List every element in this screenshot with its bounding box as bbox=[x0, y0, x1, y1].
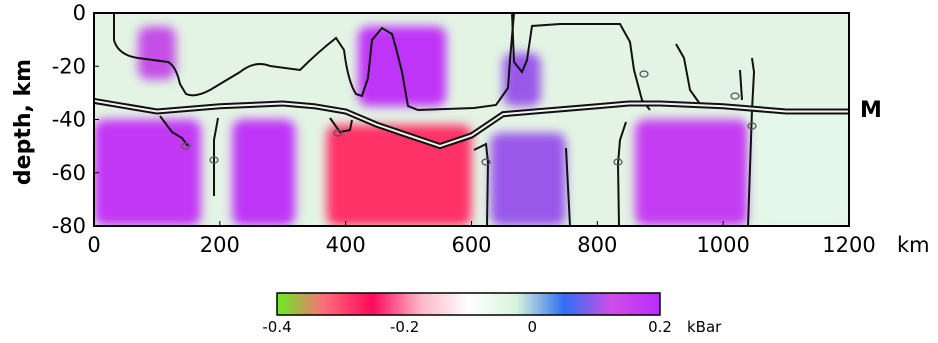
x-axis-ticks: 0 200 400 600 800 1000 1200 bbox=[87, 221, 876, 257]
heatmap-region-9 bbox=[754, 106, 849, 226]
upper-contour bbox=[113, 13, 515, 112]
moho-line-inner bbox=[94, 99, 849, 148]
heatmap-field bbox=[94, 13, 849, 226]
heatmap-region-7 bbox=[490, 132, 566, 226]
x-tick-label: 200 bbox=[200, 233, 240, 257]
heatmap-region-4 bbox=[94, 119, 201, 226]
moho-label: M bbox=[860, 98, 882, 123]
colorbar-tick-label: 0 bbox=[528, 318, 538, 336]
upper-contour-right bbox=[511, 13, 651, 111]
x-tick-label: 600 bbox=[451, 233, 491, 257]
x-tick-label: 800 bbox=[577, 233, 617, 257]
heatmap-region-6 bbox=[326, 124, 472, 226]
colorbar-unit: kBar bbox=[687, 318, 722, 336]
y-axis-ticks: 0 -20 -40 -60 -80 bbox=[52, 1, 99, 238]
y-axis-title: depth, km bbox=[11, 59, 36, 185]
x-tick-label: 1000 bbox=[696, 233, 749, 257]
x-tick-label: 400 bbox=[326, 233, 366, 257]
marker-5 bbox=[209, 156, 219, 164]
y-tick-label: -20 bbox=[52, 54, 86, 78]
x-tick-label: 0 bbox=[87, 233, 100, 257]
marker-8 bbox=[747, 122, 757, 130]
heatmap-regions bbox=[94, 26, 849, 226]
colorbar-tick-label: 0.2 bbox=[648, 318, 672, 336]
colorbar-tick-label: -0.2 bbox=[390, 318, 419, 336]
y-tick-label: -80 bbox=[52, 214, 86, 238]
colorbar bbox=[276, 292, 661, 316]
colorbar-ticks: -0.4 -0.2 0 0.2 bbox=[262, 318, 672, 336]
heatmap-region-3 bbox=[502, 52, 541, 107]
heatmap-region-8 bbox=[635, 119, 749, 226]
heatmap-region-1 bbox=[138, 26, 176, 80]
lower-contour bbox=[159, 43, 756, 226]
marker-4 bbox=[333, 129, 343, 137]
marker-2 bbox=[730, 92, 740, 100]
colorbar-tick-label: -0.4 bbox=[262, 318, 291, 336]
y-tick-label: 0 bbox=[73, 1, 86, 25]
marker-7 bbox=[613, 158, 623, 166]
heatmap-region-2 bbox=[358, 26, 447, 107]
heatmap-region-5 bbox=[232, 119, 296, 226]
x-unit-label: km bbox=[897, 233, 930, 257]
y-tick-label: -60 bbox=[52, 161, 86, 185]
marker-3 bbox=[181, 142, 191, 150]
x-tick-label: 1200 bbox=[822, 233, 875, 257]
y-tick-label: -40 bbox=[52, 108, 86, 132]
marker-1 bbox=[639, 70, 649, 78]
marker-6 bbox=[481, 158, 491, 166]
